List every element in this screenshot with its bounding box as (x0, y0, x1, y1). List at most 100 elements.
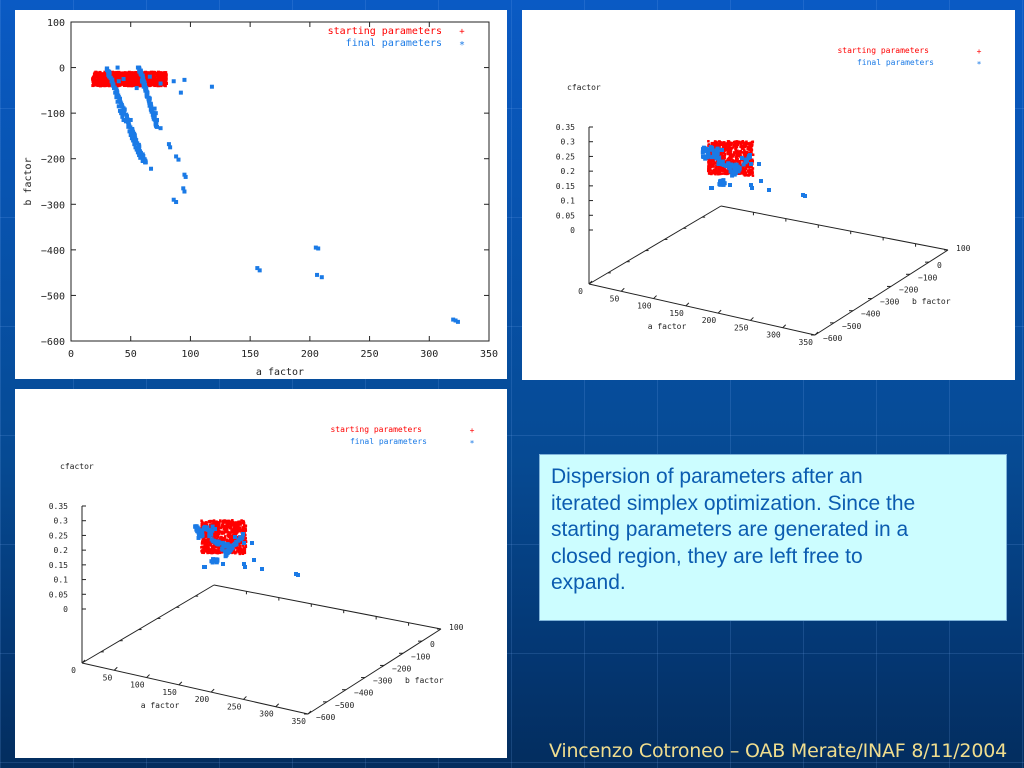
a-tick (685, 302, 690, 307)
starting-point (707, 169, 711, 172)
starting-point (734, 140, 737, 144)
starting-point (742, 148, 746, 152)
final-point (718, 179, 723, 184)
a-tick (146, 674, 150, 678)
final-point (250, 541, 254, 545)
starting-point (134, 80, 138, 84)
starting-point (728, 151, 731, 154)
starting-point (239, 551, 242, 554)
starting-point (241, 526, 244, 529)
base-edge-back (720, 205, 949, 251)
final-point (729, 169, 734, 174)
starting-point (117, 75, 121, 79)
a-axis-label: a factor (141, 701, 180, 710)
starting-point (206, 540, 210, 543)
legend-marker-starting: + (459, 27, 465, 37)
starting-point (707, 165, 710, 168)
starting-point (723, 152, 726, 156)
z-tick-label: 0 (570, 226, 575, 235)
starting-point (127, 74, 131, 78)
starting-point (242, 522, 246, 525)
starting-point (208, 521, 212, 524)
final-point (183, 174, 188, 179)
starting-point (215, 549, 218, 553)
legend-label-final: final parameters (857, 58, 934, 67)
starting-point (207, 551, 211, 554)
final-point (228, 543, 233, 548)
final-point (455, 319, 460, 324)
starting-point (200, 546, 203, 549)
starting-point (124, 72, 128, 76)
starting-point (225, 538, 228, 542)
final-point (137, 153, 142, 158)
starting-point (749, 148, 752, 151)
starting-point (241, 552, 245, 556)
starting-point (734, 155, 738, 158)
starting-point (134, 78, 138, 82)
b-tick-label: −200 (899, 285, 918, 294)
starting-point (235, 546, 238, 550)
starting-point (730, 156, 733, 160)
starting-point (238, 528, 241, 532)
starting-point (209, 542, 213, 546)
chart-3d-svg-top: 0.35 0.3 0.25 0.2 0.15 0.1 0.05 0 cfactor 0 50 100 1… (556, 46, 982, 347)
starting-point (243, 524, 246, 527)
y-tick-label: −300 (41, 200, 65, 211)
caption-box: Dispersion of parameters after an iterat… (539, 454, 1007, 621)
final-point (158, 126, 163, 131)
starting-point (740, 141, 744, 144)
a-tick-label: 150 (162, 688, 177, 697)
starting-point (209, 525, 212, 528)
starting-point (239, 547, 243, 550)
final-point (227, 549, 232, 554)
starting-point (126, 76, 130, 80)
b-axis-label: b factor (405, 676, 444, 685)
legend-label-starting: starting parameters (330, 425, 422, 434)
starting-point (712, 168, 716, 172)
final-point (711, 154, 716, 159)
starting-point (226, 519, 229, 523)
final-point (706, 149, 711, 154)
starting-point (730, 153, 734, 156)
starting-point (96, 82, 100, 86)
starting-point (707, 159, 711, 163)
final-point (727, 166, 732, 171)
y-tick-label: 100 (47, 18, 65, 29)
final-point (215, 558, 220, 563)
final-point (218, 541, 223, 546)
legend-label-starting: starting parameters (328, 26, 442, 37)
starting-point (711, 158, 714, 162)
starting-point (215, 537, 219, 541)
starting-point (100, 72, 104, 76)
base-edge-back (213, 584, 442, 630)
starting-point (723, 168, 726, 172)
starting-point (200, 526, 203, 529)
final-point (201, 527, 206, 532)
starting-point (136, 84, 140, 88)
final-point (140, 79, 145, 84)
a-tick (113, 666, 118, 671)
starting-point (210, 523, 214, 526)
starting-point (229, 523, 233, 527)
starting-point (707, 168, 710, 171)
starting-point (147, 71, 151, 75)
starting-point (208, 523, 212, 527)
b-axis-line (814, 249, 949, 336)
starting-point (244, 544, 247, 547)
starting-point (713, 146, 716, 150)
a-tick (275, 703, 280, 708)
z-tick-label: 0.25 (49, 531, 68, 540)
starting-point (92, 81, 96, 85)
final-point (134, 86, 139, 91)
starting-point (241, 528, 244, 531)
legend-label-starting: starting parameters (837, 46, 929, 55)
starting-point (734, 145, 737, 148)
z-tick-label: 0.35 (49, 502, 68, 511)
starting-point (742, 146, 745, 149)
b-tick-label: 0 (937, 261, 942, 270)
starting-point (726, 143, 729, 146)
starting-point (707, 172, 711, 175)
final-point (115, 65, 120, 70)
starting-point (92, 80, 96, 84)
final-point (211, 557, 216, 562)
